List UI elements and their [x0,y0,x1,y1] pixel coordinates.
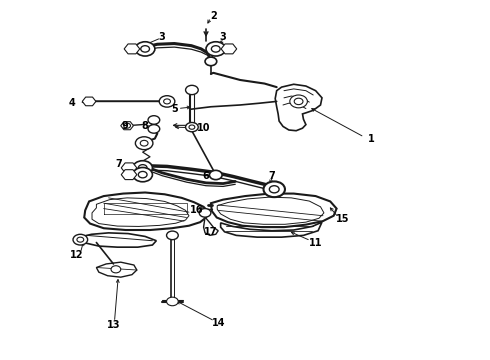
Text: 17: 17 [204,227,218,237]
Polygon shape [121,170,137,180]
Circle shape [290,95,307,108]
Polygon shape [121,163,137,173]
Text: 16: 16 [190,205,203,215]
Text: 15: 15 [336,214,349,224]
Circle shape [167,231,178,240]
Polygon shape [97,262,137,277]
Polygon shape [217,197,324,224]
Text: 3: 3 [159,32,166,42]
Circle shape [186,122,198,132]
Polygon shape [124,44,140,54]
Text: 2: 2 [210,11,217,21]
Circle shape [111,266,121,273]
Circle shape [164,99,171,104]
Circle shape [159,96,175,107]
Text: 3: 3 [220,32,226,42]
Circle shape [123,123,130,128]
Circle shape [206,42,225,56]
Text: 13: 13 [107,320,120,330]
Text: 5: 5 [171,104,178,113]
Polygon shape [84,193,208,230]
Polygon shape [121,122,133,130]
Circle shape [138,165,147,171]
Circle shape [264,181,285,197]
Circle shape [209,170,222,180]
Circle shape [133,167,152,182]
Circle shape [133,161,152,175]
Polygon shape [203,217,218,235]
Circle shape [270,186,279,193]
Text: 7: 7 [269,171,275,181]
Polygon shape [220,222,322,237]
Polygon shape [221,44,237,54]
Text: 7: 7 [115,159,122,169]
Circle shape [73,234,88,245]
Polygon shape [77,233,156,247]
Circle shape [141,46,149,52]
Text: 11: 11 [309,238,322,248]
Circle shape [189,125,195,129]
Circle shape [138,171,147,178]
Circle shape [140,140,148,146]
Circle shape [186,85,198,95]
Circle shape [211,46,220,52]
Circle shape [167,297,178,306]
Circle shape [199,208,211,217]
Text: 9: 9 [122,121,128,131]
Polygon shape [211,194,337,227]
Text: 14: 14 [212,318,225,328]
Circle shape [205,57,217,66]
Circle shape [148,116,160,124]
Text: 12: 12 [70,250,84,260]
Circle shape [148,125,160,133]
Text: 10: 10 [197,123,210,133]
Circle shape [77,237,84,242]
Polygon shape [275,84,322,131]
Polygon shape [82,97,96,106]
Circle shape [135,137,153,150]
Text: 8: 8 [142,121,148,131]
Circle shape [135,42,155,56]
Circle shape [294,98,303,105]
Text: 6: 6 [203,171,209,181]
Polygon shape [92,198,189,226]
Text: 4: 4 [69,98,75,108]
Text: 1: 1 [368,134,375,144]
